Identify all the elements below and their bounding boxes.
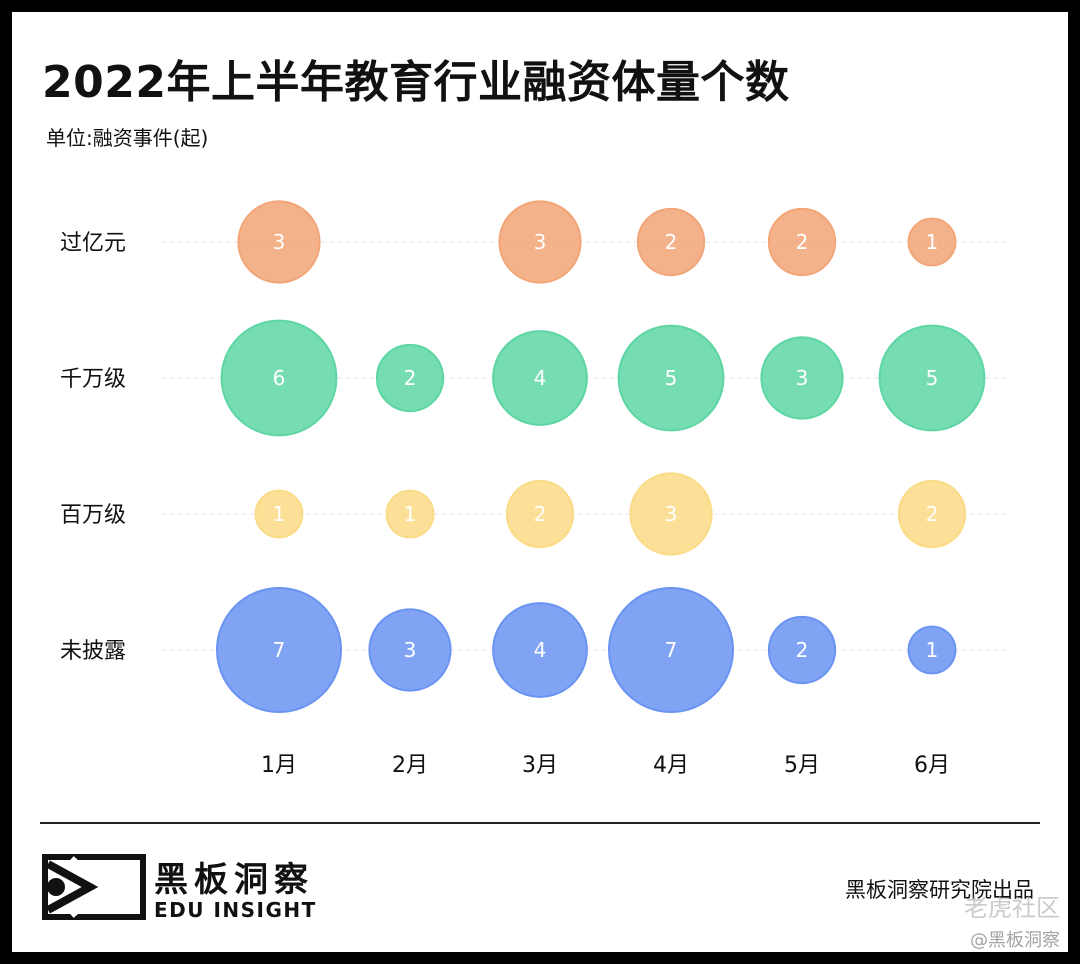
x-tick-label: 1月 (261, 753, 297, 778)
brand-name-cn: 黑板洞察 (154, 860, 314, 900)
bubble-value-label: 2 (665, 230, 678, 254)
bubble (878, 324, 986, 432)
bubble (629, 472, 713, 556)
bubble-value-label: 1 (273, 502, 286, 526)
bubble (254, 489, 304, 539)
bubble-value-label: 2 (534, 502, 547, 526)
bubble (897, 479, 967, 549)
bubble-value-label: 3 (796, 366, 809, 390)
bubble-value-label: 2 (926, 502, 939, 526)
bubble-value-label: 2 (796, 638, 809, 662)
bubble-value-label: 2 (796, 230, 809, 254)
bubble (216, 587, 342, 713)
bubble-value-label: 5 (926, 366, 939, 390)
x-tick-label: 2月 (392, 753, 428, 778)
bubble-value-label: 3 (665, 502, 678, 526)
chart-card: 2022年上半年教育行业融资体量个数 单位:融资事件(起) 过亿元 3 3 2 2 1 千万… (12, 12, 1068, 952)
bubble (492, 602, 588, 698)
bubble-value-label: 1 (926, 638, 939, 662)
x-tick-label: 6月 (914, 753, 950, 778)
chart-title: 2022年上半年教育行业融资体量个数 (42, 57, 790, 108)
bubble-value-label: 3 (273, 230, 286, 254)
bubble-value-label: 1 (404, 502, 417, 526)
bubble (492, 330, 588, 426)
bubble (760, 336, 844, 420)
bubble-value-label: 3 (404, 638, 417, 662)
bubble (498, 200, 582, 284)
bubble (636, 207, 706, 277)
brand-name-en: EDU INSIGHT (154, 898, 317, 922)
x-tick-label: 4月 (653, 753, 689, 778)
x-tick-label: 5月 (784, 753, 820, 778)
bubble (617, 324, 725, 432)
bubble (767, 615, 837, 685)
bubble (608, 587, 734, 713)
bubble-chart: 过亿元 3 3 2 2 1 千万级 6 2 4 5 3 5 百万级 1 1 2 3 2 未披露 7 3 4 7 2 1 1月 2月 3月… (60, 200, 1007, 778)
bubble (375, 343, 445, 413)
bubble (220, 319, 338, 437)
bubble-value-label: 1 (926, 230, 939, 254)
bubble (385, 489, 435, 539)
bubble-value-label: 6 (273, 366, 286, 390)
row-label: 百万级 (60, 503, 126, 528)
watermark-community: 老虎社区 (964, 894, 1060, 922)
bubble (368, 608, 452, 692)
unit-label: 单位:融资事件(起) (46, 126, 209, 150)
bubble-value-label: 5 (665, 366, 678, 390)
row-label: 过亿元 (60, 231, 126, 256)
watermark-handle: @黑板洞察 (970, 930, 1060, 951)
bubble-value-label: 2 (404, 366, 417, 390)
row-label: 千万级 (60, 367, 126, 392)
bubble-value-label: 7 (273, 638, 286, 662)
bubble (237, 200, 321, 284)
credit-text: 黑板洞察研究院出品 (845, 878, 1034, 902)
x-tick-label: 3月 (522, 753, 558, 778)
bubble (907, 217, 957, 267)
bubble-value-label: 4 (534, 638, 547, 662)
bubble-value-label: 7 (665, 638, 678, 662)
bubble-value-label: 3 (534, 230, 547, 254)
bubble (767, 207, 837, 277)
bubble (907, 625, 957, 675)
bubble-value-label: 4 (534, 366, 547, 390)
brand-logo-icon (42, 854, 146, 920)
row-label: 未披露 (60, 639, 126, 664)
bubble (505, 479, 575, 549)
footer-divider (40, 822, 1040, 824)
